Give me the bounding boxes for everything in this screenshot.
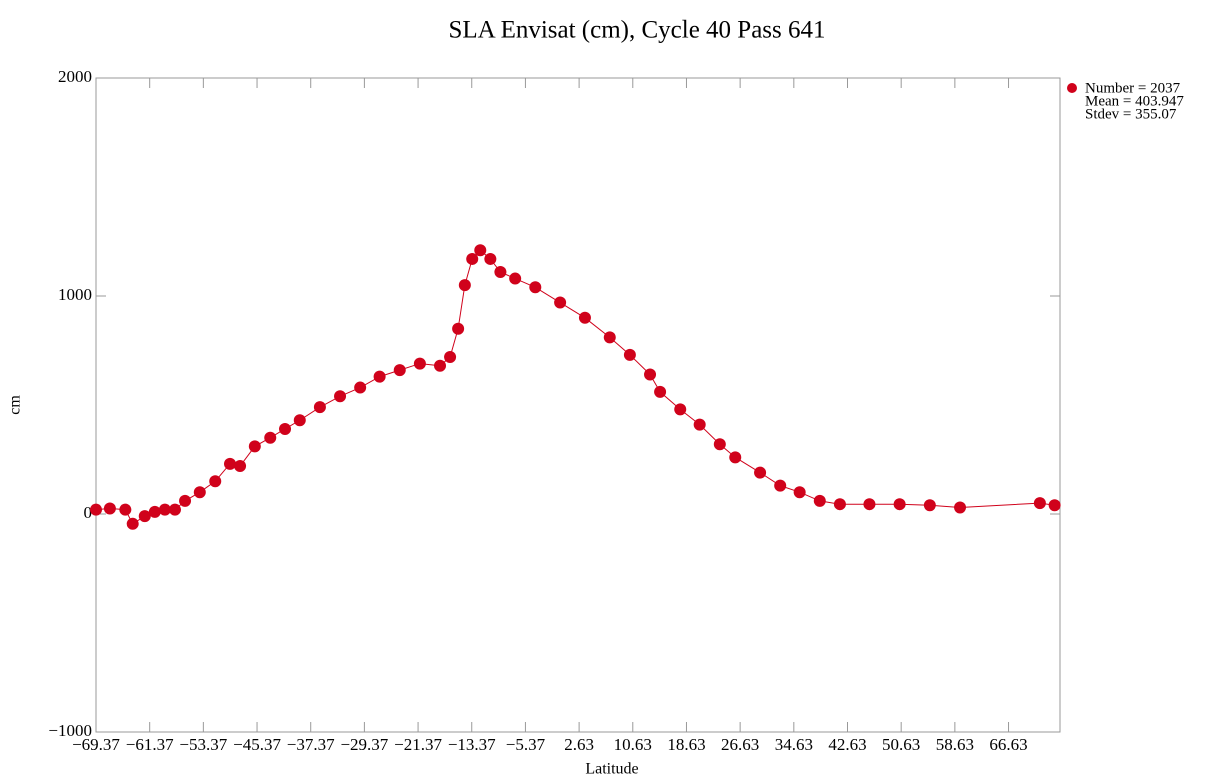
data-point <box>494 266 507 279</box>
data-point <box>393 364 406 377</box>
data-point <box>774 479 787 492</box>
x-tick-label: −45.37 <box>233 735 281 754</box>
data-point <box>529 281 542 294</box>
data-point <box>119 503 132 516</box>
data-point <box>193 486 206 499</box>
x-tick-label: 50.63 <box>882 735 920 754</box>
data-point <box>578 311 591 324</box>
data-point <box>138 510 151 523</box>
data-point <box>148 505 161 518</box>
data-point <box>334 390 347 403</box>
data-point <box>313 401 326 414</box>
data-point <box>413 357 426 370</box>
plot-frame <box>95 77 1061 733</box>
y-tick-label: 2000 <box>58 67 92 86</box>
legend-text: Number = 2037 <box>1085 80 1181 96</box>
data-point <box>354 381 367 394</box>
chart-title: SLA Envisat (cm), Cycle 40 Pass 641 <box>448 17 825 44</box>
x-tick-label: 10.63 <box>614 735 652 754</box>
data-point <box>833 498 846 511</box>
data-point <box>474 244 487 257</box>
data-point <box>863 498 876 511</box>
data-line <box>95 249 1055 525</box>
data-point <box>713 438 726 451</box>
data-point <box>893 498 906 511</box>
data-point <box>813 494 826 507</box>
data-point <box>644 368 657 381</box>
legend-marker <box>1067 83 1077 93</box>
data-point <box>126 517 139 530</box>
x-tick-label: −69.37 <box>72 735 120 754</box>
x-tick-label: −61.37 <box>126 735 174 754</box>
y-axis-label: cm <box>7 395 24 415</box>
data-point <box>954 501 967 514</box>
data-point <box>209 475 222 488</box>
x-tick-label: −13.37 <box>448 735 496 754</box>
data-point <box>654 385 667 398</box>
data-point <box>509 272 522 285</box>
x-tick-label: 42.63 <box>828 735 866 754</box>
data-point <box>434 359 447 372</box>
data-point <box>623 348 636 361</box>
x-tick-label: −53.37 <box>179 735 227 754</box>
data-point <box>466 252 479 265</box>
x-tick-label: 18.63 <box>667 735 705 754</box>
y-tick-label: 1000 <box>58 285 92 304</box>
data-point <box>458 279 471 292</box>
x-tick-label: −37.37 <box>287 735 335 754</box>
x-tick-label: −29.37 <box>340 735 388 754</box>
data-point <box>223 457 236 470</box>
legend-text: Mean = 403.947 <box>1085 93 1184 109</box>
data-point <box>373 370 386 383</box>
data-point <box>484 252 497 265</box>
x-tick-label: 26.63 <box>721 735 759 754</box>
x-tick-label: 34.63 <box>775 735 813 754</box>
data-point <box>1033 497 1046 510</box>
data-point <box>168 503 181 516</box>
y-tick-label: 0 <box>84 503 93 522</box>
data-point <box>264 431 277 444</box>
y-tick-label: −1000 <box>48 721 92 740</box>
data-point <box>279 422 292 435</box>
x-tick-label: −5.37 <box>506 735 546 754</box>
x-tick-label: 58.63 <box>936 735 974 754</box>
legend-text: Stdev = 355.07 <box>1085 106 1177 122</box>
data-point <box>793 486 806 499</box>
data-point <box>693 418 706 431</box>
data-point <box>179 494 192 507</box>
data-point <box>729 451 742 464</box>
data-point <box>103 502 116 515</box>
data-point <box>234 460 247 473</box>
x-axis-label: Latitude <box>585 761 638 778</box>
data-point <box>754 466 767 479</box>
data-point <box>923 499 936 512</box>
x-tick-label: −21.37 <box>394 735 442 754</box>
data-point <box>554 296 567 309</box>
data-point <box>444 351 457 364</box>
x-tick-label: 66.63 <box>989 735 1027 754</box>
data-point <box>248 440 261 453</box>
data-point <box>90 503 102 516</box>
data-point <box>293 414 306 427</box>
data-point <box>603 331 616 344</box>
data-point <box>452 322 465 335</box>
x-tick-label: 2.63 <box>564 735 594 754</box>
data-point <box>158 503 171 516</box>
data-point <box>1048 499 1061 512</box>
data-point <box>674 403 687 416</box>
